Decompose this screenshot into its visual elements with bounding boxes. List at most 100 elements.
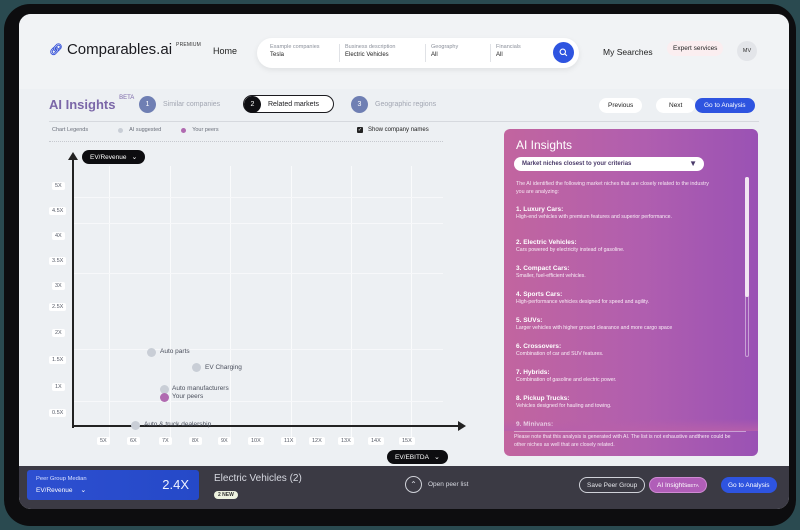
point-label: Auto parts <box>160 348 190 355</box>
premium-badge: PREMIUM <box>176 42 202 48</box>
expert-services-button[interactable]: Expert services <box>667 41 724 56</box>
open-peer-list-label: Open peer list <box>428 481 469 488</box>
search-bar: Example companies Tesla Business descrip… <box>257 38 579 68</box>
nav-my-searches[interactable]: My Searches <box>603 47 653 57</box>
search-field-description[interactable]: Business description Electric Vehicles <box>345 44 395 58</box>
search-button[interactable] <box>553 42 574 63</box>
grid-line <box>73 197 443 198</box>
y-tick: 4X <box>52 232 65 240</box>
data-point-auto-manufacturers[interactable] <box>160 385 169 394</box>
data-point-your-peers[interactable] <box>160 393 169 402</box>
divider <box>49 121 759 122</box>
point-label: Your peers <box>172 393 204 400</box>
chart-legend: Chart Legends AI suggested Your peers <box>52 127 219 133</box>
y-tick: 1X <box>52 383 65 391</box>
niche-desc: Larger vehicles with higher ground clear… <box>516 325 673 331</box>
x-tick: 12X <box>309 437 325 445</box>
x-tick: 15X <box>399 437 415 445</box>
logo-text: Comparables.ai <box>66 41 173 58</box>
niche-item: 8. Pickup Trucks: Vehicles designed for … <box>516 395 736 411</box>
step-similar-companies[interactable]: 1 Similar companies <box>139 95 220 113</box>
divider <box>49 141 443 142</box>
niche-item: 2. Electric Vehicles: Cars powered by el… <box>516 239 736 255</box>
y-tick: 2X <box>52 329 65 337</box>
grid-line <box>73 273 443 274</box>
grid-line <box>351 166 352 438</box>
x-tick: 6X <box>127 437 140 445</box>
x-tick: 8X <box>189 437 202 445</box>
save-peer-group-button[interactable]: Save Peer Group <box>579 477 646 493</box>
niche-item: 1. Luxury Cars: High-end vehicles with p… <box>516 206 736 222</box>
caret-down-icon: ▼ <box>689 159 697 168</box>
go-to-analysis-button[interactable]: Go to Analysis <box>695 98 755 113</box>
new-badge: 2 NEW <box>214 491 238 499</box>
search-field-geography[interactable]: Geography All <box>431 44 458 58</box>
avatar[interactable]: MV <box>737 41 757 61</box>
field-label: Financials <box>496 44 521 50</box>
x-axis-arrow-icon <box>458 421 466 431</box>
field-value: Tesla <box>270 52 285 58</box>
search-field-financials[interactable]: Financials All <box>496 44 521 58</box>
niche-item: 7. Hybrids: Combination of gasoline and … <box>516 369 736 385</box>
open-peer-list-button[interactable]: ⌃ Open peer list <box>405 476 468 493</box>
data-point-auto-truck-dealership[interactable] <box>131 421 140 430</box>
top-nav: 🔗︎ Comparables.ai PREMIUM Home Example c… <box>19 14 789 89</box>
divider <box>490 44 491 62</box>
grid-line <box>73 401 443 402</box>
niche-title: 3. Compact Cars: <box>516 265 570 272</box>
niche-title: 5. SUVs: <box>516 317 543 324</box>
y-tick: 1.5X <box>49 356 67 364</box>
scrollbar-thumb[interactable] <box>745 177 749 297</box>
grid-line <box>109 166 110 438</box>
insight-type-dropdown[interactable]: Market niches closest to your criterias … <box>514 157 704 171</box>
peer-group-median-card[interactable]: Peer Group Median EV/Revenue ⌄ 2.4X <box>27 470 199 500</box>
go-to-analysis-button-bottom[interactable]: Go to Analysis <box>721 477 777 493</box>
ai-disclaimer: Please note that this analysis is genera… <box>514 434 731 448</box>
niche-title: 7. Hybrids: <box>516 369 550 376</box>
y-tick: 0.5X <box>49 409 67 417</box>
chevron-down-icon: ⌄ <box>131 154 138 161</box>
y-metric-select[interactable]: EV/Revenue ⌄ <box>82 150 146 164</box>
ai-insights-button[interactable]: AI Insights BETA <box>649 477 707 493</box>
next-button[interactable]: Next <box>656 98 696 113</box>
x-tick: 7X <box>159 437 172 445</box>
page-title-text: AI Insights <box>49 97 116 112</box>
y-tick: 5X <box>52 182 65 190</box>
data-point-ev-charging[interactable] <box>192 363 201 372</box>
field-value: All <box>496 52 503 58</box>
ai-insights-label: AI Insights <box>657 481 688 489</box>
beta-badge: BETA <box>119 95 135 101</box>
previous-button[interactable]: Previous <box>599 98 643 113</box>
app-screen: 🔗︎ Comparables.ai PREMIUM Home Example c… <box>19 14 789 509</box>
step-geographic-regions[interactable]: 3 Geographic regions <box>351 95 436 113</box>
legend-label: AI suggested <box>129 127 162 133</box>
show-company-names-toggle[interactable]: ✓ Show company names <box>357 127 429 133</box>
x-metric-select[interactable]: EV/EBITDA ⌄ <box>387 450 448 464</box>
x-tick: 11X <box>281 437 297 445</box>
peer-group-title: Electric Vehicles (2) <box>214 473 302 484</box>
y-metric-label: EV/Revenue <box>90 153 127 161</box>
step-number: 2 <box>244 95 261 113</box>
grid-line <box>170 166 171 438</box>
x-metric-label: EV/EBITDA <box>395 453 429 461</box>
search-field-companies[interactable]: Example companies Tesla <box>270 44 320 58</box>
grid-line <box>73 349 443 350</box>
ai-insights-panel: AI Insights Market niches closest to you… <box>504 129 758 456</box>
logo[interactable]: 🔗︎ Comparables.ai PREMIUM <box>49 41 201 58</box>
point-label: Auto & truck dealership <box>144 421 212 428</box>
data-point-auto-parts[interactable] <box>147 348 156 357</box>
panel-title: AI Insights <box>516 138 573 152</box>
niche-desc: High-end vehicles with premium features … <box>516 214 672 220</box>
checkbox-label: Show company names <box>368 127 429 133</box>
median-metric-select[interactable]: EV/Revenue ⌄ <box>36 486 86 494</box>
x-tick: 14X <box>368 437 384 445</box>
nav-home[interactable]: Home <box>213 46 238 56</box>
y-tick: 4.5X <box>49 207 67 215</box>
niche-title: 2. Electric Vehicles: <box>516 239 577 246</box>
legend-ai-suggested: AI suggested <box>118 127 161 133</box>
scroll-fade <box>504 419 758 431</box>
step-related-markets[interactable]: 2 Related markets <box>243 95 334 113</box>
field-value: Electric Vehicles <box>345 52 389 58</box>
checkbox-checked-icon[interactable]: ✓ <box>357 127 363 133</box>
chevron-down-icon: ⌄ <box>433 454 440 461</box>
